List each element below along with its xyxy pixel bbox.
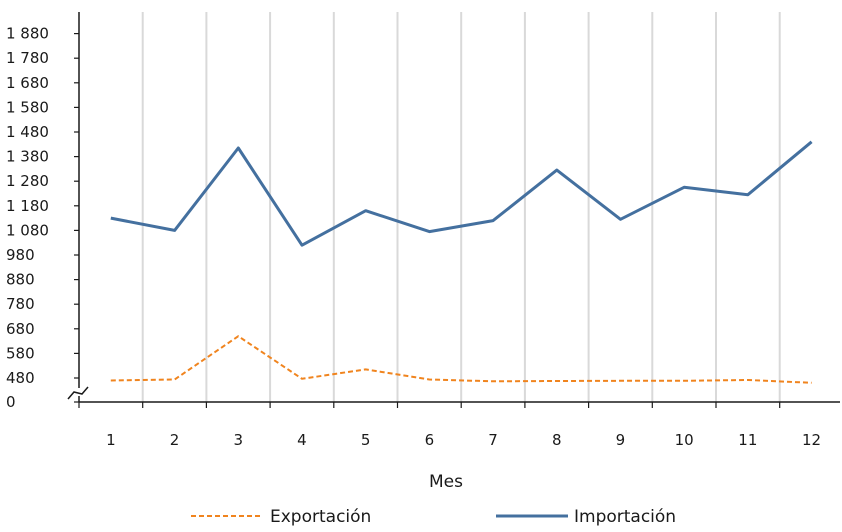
y-tick-label: 1 780 — [6, 49, 49, 67]
y-axis-ticks: 0 480 580 680 780 880 980 1 080 1 180 1 280 1 380 1… — [6, 25, 79, 411]
x-tick-label: 9 — [616, 431, 626, 449]
x-tick-label: 7 — [488, 431, 498, 449]
legend: Exportación Importación — [191, 507, 676, 527]
x-tick-label: 10 — [675, 431, 694, 449]
axis-break-mark — [67, 386, 89, 400]
y-tick-label: 780 — [6, 295, 35, 313]
series-line-importacion — [110, 140, 813, 247]
y-tick-label: 880 — [6, 271, 35, 289]
x-tick-label: 3 — [233, 431, 243, 449]
x-axis-title: Mes — [429, 472, 463, 492]
x-tick-label: 8 — [552, 431, 562, 449]
vertical-grid — [141, 12, 781, 402]
y-tick-label: 1 180 — [6, 197, 49, 215]
y-tick-label: 1 680 — [6, 74, 49, 92]
y-tick-label: 680 — [6, 320, 35, 338]
y-tick-label: 1 480 — [6, 123, 49, 141]
chart-axes — [67, 12, 840, 403]
legend-label: Exportación — [270, 507, 371, 527]
x-tick-label: 2 — [170, 431, 180, 449]
y-tick-label: 1 880 — [6, 25, 49, 43]
y-tick-label: 1 080 — [6, 221, 49, 239]
x-tick-label: 11 — [738, 431, 757, 449]
y-tick-label: 1 280 — [6, 172, 49, 190]
series-line-exportacion — [110, 335, 812, 384]
y-tick-label: 1 580 — [6, 98, 49, 116]
x-tick-label: 6 — [425, 431, 435, 449]
x-tick-label: 4 — [297, 431, 307, 449]
y-tick-label: 980 — [6, 246, 35, 264]
series-lines — [110, 140, 813, 384]
y-tick-label: 0 — [6, 393, 16, 411]
legend-label: Importación — [574, 507, 676, 527]
y-tick-label: 1 380 — [6, 148, 49, 166]
y-tick-label: 580 — [6, 344, 35, 362]
x-tick-label: 1 — [106, 431, 116, 449]
x-tick-label: 12 — [802, 431, 821, 449]
x-tick-label: 5 — [361, 431, 371, 449]
x-axis-ticks: 1 2 3 4 5 6 7 8 9 10 11 12 — [78, 402, 821, 449]
y-tick-label: 480 — [6, 369, 35, 387]
